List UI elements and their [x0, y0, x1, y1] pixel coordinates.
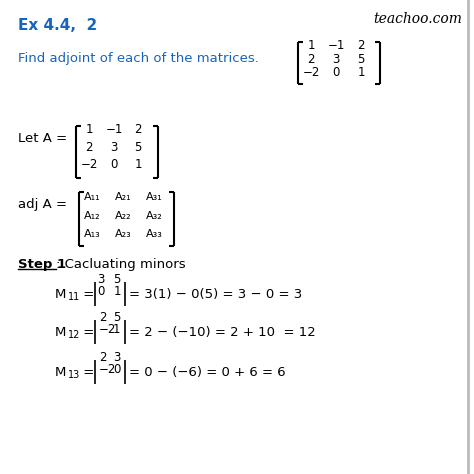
Text: 1: 1 — [113, 285, 121, 298]
Text: 3: 3 — [110, 141, 118, 154]
Text: A₂₁: A₂₁ — [115, 192, 131, 202]
Text: 1: 1 — [113, 323, 120, 336]
Text: 2: 2 — [307, 53, 315, 66]
Text: = 0 − (−6) = 0 + 6 = 6: = 0 − (−6) = 0 + 6 = 6 — [129, 366, 286, 379]
Text: A₃₃: A₃₃ — [146, 229, 163, 239]
Text: 13: 13 — [68, 370, 80, 380]
Text: 0: 0 — [97, 285, 105, 298]
Text: 1: 1 — [134, 158, 142, 171]
Text: 5: 5 — [357, 53, 365, 66]
Text: A₂₂: A₂₂ — [115, 211, 131, 221]
Text: 3: 3 — [97, 273, 105, 286]
Text: A₃₁: A₃₁ — [146, 192, 163, 202]
Text: 1: 1 — [357, 66, 365, 79]
Text: Ex 4.4,  2: Ex 4.4, 2 — [18, 18, 97, 33]
Text: A₁₁: A₁₁ — [84, 192, 100, 202]
Text: A₂₃: A₂₃ — [115, 229, 131, 239]
Text: 12: 12 — [68, 330, 81, 340]
Text: 5: 5 — [113, 311, 120, 324]
Text: 1: 1 — [85, 123, 93, 136]
Text: −2: −2 — [80, 158, 98, 171]
Text: =: = — [79, 288, 99, 301]
Text: Let A =: Let A = — [18, 132, 72, 145]
Text: 0: 0 — [332, 66, 340, 79]
Text: = 2 − (−10) = 2 + 10  = 12: = 2 − (−10) = 2 + 10 = 12 — [129, 326, 316, 339]
Text: 2: 2 — [134, 123, 142, 136]
Text: −1: −1 — [105, 123, 123, 136]
Text: M: M — [55, 326, 66, 339]
Text: Find adjoint of each of the matrices.: Find adjoint of each of the matrices. — [18, 52, 259, 65]
Text: 5: 5 — [113, 273, 121, 286]
Text: 2: 2 — [99, 351, 107, 364]
Text: 5: 5 — [134, 141, 142, 154]
Text: 3: 3 — [113, 351, 120, 364]
Text: =: = — [79, 366, 99, 379]
Text: =: = — [79, 326, 99, 339]
Text: adj A =: adj A = — [18, 198, 71, 211]
Text: 1: 1 — [307, 39, 315, 52]
Text: teachoo.com: teachoo.com — [373, 12, 462, 26]
Text: A₁₃: A₁₃ — [83, 229, 100, 239]
Text: : Cacluating minors: : Cacluating minors — [56, 258, 186, 271]
Text: 2: 2 — [85, 141, 93, 154]
Text: 3: 3 — [332, 53, 340, 66]
Text: 2: 2 — [357, 39, 365, 52]
Text: M: M — [55, 288, 66, 301]
Text: A₃₂: A₃₂ — [146, 211, 163, 221]
Text: 2: 2 — [99, 311, 107, 324]
Text: −2: −2 — [99, 323, 117, 336]
Text: M: M — [55, 366, 66, 379]
Text: −1: −1 — [328, 39, 345, 52]
Text: A₁₂: A₁₂ — [84, 211, 100, 221]
Text: 0: 0 — [113, 363, 120, 376]
Text: Step 1: Step 1 — [18, 258, 66, 271]
Text: 0: 0 — [110, 158, 118, 171]
Text: = 3(1) − 0(5) = 3 − 0 = 3: = 3(1) − 0(5) = 3 − 0 = 3 — [129, 288, 302, 301]
Text: −2: −2 — [99, 363, 117, 376]
Text: −2: −2 — [302, 66, 319, 79]
Text: 11: 11 — [68, 292, 80, 302]
